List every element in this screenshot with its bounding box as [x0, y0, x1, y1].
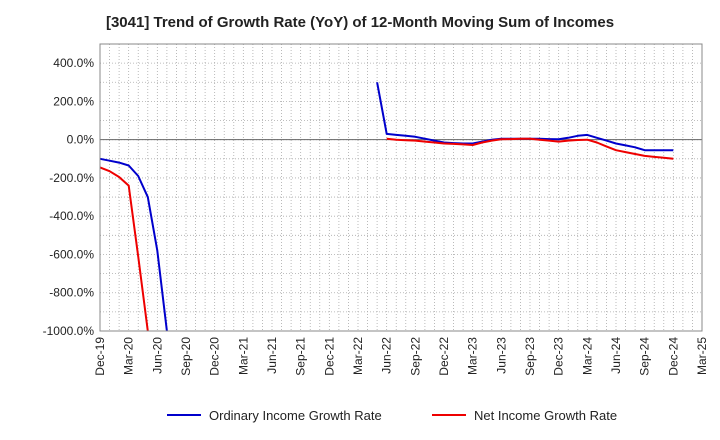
x-tick-label: Dec-22	[437, 337, 451, 376]
grid	[100, 44, 702, 331]
legend-swatch-net-income	[432, 414, 466, 416]
x-tick-label: Sep-24	[638, 337, 652, 376]
x-axis-tick-labels: Dec-19 Mar-20 Jun-20 Sep-20 Dec-20 Mar-21 Jun-…	[93, 337, 709, 376]
y-tick-label: 0.0%	[67, 133, 95, 147]
x-tick-label: Jun-20	[150, 337, 164, 374]
y-tick-label: 200.0%	[53, 94, 94, 108]
x-tick-label: Jun-21	[265, 337, 279, 374]
x-tick-label: Jun-24	[609, 337, 623, 374]
series-line-ordinary-income	[99, 157, 168, 332]
series-line-net-income	[99, 166, 149, 332]
legend-item-ordinary-income: Ordinary Income Growth Rate	[167, 404, 382, 426]
x-tick-label: Jun-22	[380, 337, 394, 374]
x-tick-label: Jun-23	[494, 337, 508, 374]
series-lines	[99, 82, 674, 332]
x-tick-label: Mar-20	[122, 337, 136, 375]
y-tick-label: -600.0%	[49, 247, 94, 261]
x-tick-label: Mar-22	[351, 337, 365, 375]
x-tick-label: Dec-20	[208, 337, 222, 376]
series-line-net-income	[386, 137, 674, 160]
x-tick-label: Mar-24	[580, 337, 594, 375]
legend: Ordinary Income Growth Rate Net Income G…	[0, 404, 720, 426]
x-tick-label: Mar-21	[236, 337, 250, 375]
legend-label-ordinary-income: Ordinary Income Growth Rate	[209, 407, 382, 423]
x-tick-label: Dec-23	[552, 337, 566, 376]
legend-label-net-income: Net Income Growth Rate	[474, 407, 618, 423]
x-tick-label: Sep-20	[179, 337, 193, 376]
chart-title: [3041] Trend of Growth Rate (YoY) of 12-…	[105, 14, 615, 31]
y-tick-label: -200.0%	[49, 171, 94, 185]
y-axis-tick-labels: 400.0% 200.0% 0.0% -200.0% -400.0% -600.0% -80…	[43, 56, 95, 338]
y-tick-label: -400.0%	[49, 209, 94, 223]
x-tick-label: Sep-22	[408, 337, 422, 376]
x-tick-label: Dec-24	[666, 337, 680, 376]
x-tick-label: Dec-19	[93, 337, 107, 376]
y-tick-label: -800.0%	[49, 286, 94, 300]
x-tick-label: Mar-25	[695, 337, 709, 375]
x-tick-label: Mar-23	[466, 337, 480, 375]
legend-item-net-income: Net Income Growth Rate	[432, 404, 617, 426]
y-tick-label: -1000.0%	[43, 324, 95, 338]
x-tick-label: Sep-23	[523, 337, 537, 376]
x-tick-label: Sep-21	[294, 337, 308, 376]
y-tick-label: 400.0%	[53, 56, 94, 70]
legend-swatch-ordinary-income	[167, 414, 201, 416]
x-tick-label: Dec-21	[322, 337, 336, 376]
plot-frame	[99, 43, 703, 332]
